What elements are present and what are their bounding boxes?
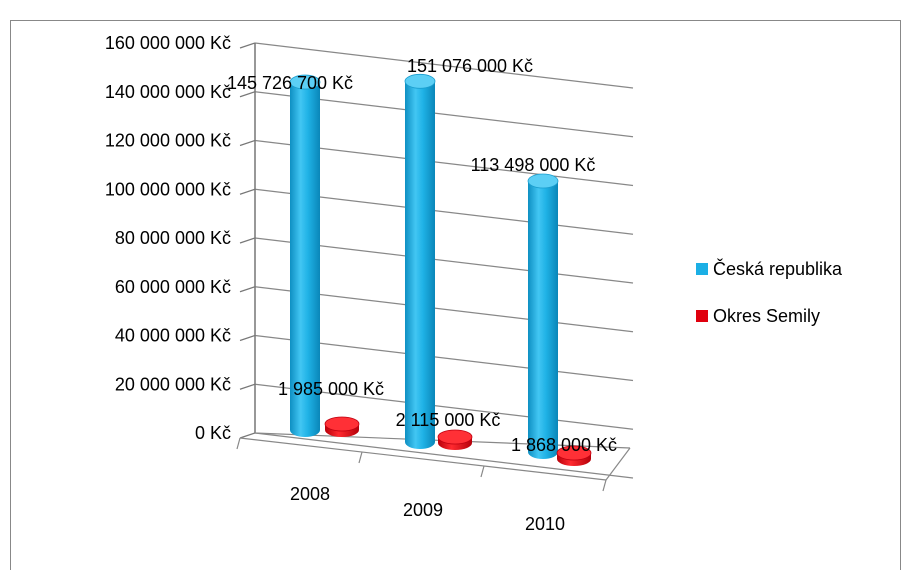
- bar-top-okres-semily: [556, 445, 592, 461]
- y-tick: [239, 237, 256, 244]
- y-tick-label: 60 000 000 Kč: [115, 277, 231, 297]
- x-tick: [602, 479, 607, 492]
- bar-ceska-republika: [405, 81, 435, 449]
- bar-ceska-republika: [290, 82, 320, 437]
- bar-top-okres-semily: [324, 416, 360, 432]
- data-label-okres-semily: 2 115 000 Kč: [396, 410, 501, 430]
- data-label-ceska-republika: 151 076 000 Kč: [407, 56, 533, 76]
- gridline: [254, 42, 634, 89]
- data-label-ceska-republika: 145 726 700 Kč: [227, 73, 353, 93]
- y-tick: [239, 383, 256, 390]
- gridline: [254, 432, 634, 479]
- chart-border: [10, 20, 901, 575]
- legend-swatch: [696, 310, 708, 322]
- bar-top-okres-semily: [437, 429, 473, 445]
- y-tick: [239, 334, 256, 342]
- y-tick: [239, 42, 256, 49]
- y-tick: [239, 91, 256, 98]
- y-tick-label: 20 000 000 Kč: [115, 374, 231, 394]
- data-label-ceska-republika: 113 498 000 Kč: [471, 155, 596, 175]
- y-tick: [239, 188, 256, 195]
- axes: 0 Kč 20 000 000 Kč 40 000 000 Kč 60 000 000…: [105, 33, 631, 534]
- y-tick-label: 160 000 000 Kč: [105, 33, 231, 53]
- bar-ceska-republika: [528, 181, 558, 459]
- y-tick: [239, 286, 256, 293]
- x-tick-label: 2008: [290, 484, 330, 504]
- bars: [289, 73, 592, 466]
- y-tick-label: 80 000 000 Kč: [115, 228, 231, 248]
- bar-top-ceska-republika: [527, 173, 559, 189]
- floor-right-edge: [605, 447, 631, 481]
- legend-swatch: [696, 263, 708, 275]
- y-tick: [239, 432, 256, 439]
- x-tick: [236, 437, 241, 450]
- x-axis-line: [239, 437, 607, 481]
- y-tick-label: 100 000 000 Kč: [105, 179, 231, 199]
- y-tick-label: 0 Kč: [195, 423, 231, 443]
- x-tick-label: 2010: [525, 514, 565, 534]
- x-tick: [480, 465, 485, 478]
- y-tick: [239, 139, 256, 147]
- data-label-okres-semily: 1 985 000 Kč: [278, 379, 384, 399]
- x-tick: [358, 451, 363, 464]
- y-tick-label: 120 000 000 Kč: [105, 131, 231, 151]
- legend-label: Okres Semily: [713, 306, 820, 326]
- y-tick-label: 140 000 000 Kč: [105, 82, 231, 102]
- x-tick-label: 2009: [403, 500, 443, 520]
- bar-top-ceska-republika: [289, 74, 321, 90]
- bar-top-ceska-republika: [404, 73, 436, 89]
- legend: Česká republika Okres Semily: [696, 258, 843, 326]
- y-tick-label: 40 000 000 Kč: [115, 326, 231, 346]
- legend-label: Česká republika: [713, 258, 843, 279]
- data-label-okres-semily: 1 868 000 Kč: [511, 435, 617, 455]
- data-labels: 145 726 700 Kč 1 985 000 Kč 151 076 000 Kč…: [227, 56, 617, 455]
